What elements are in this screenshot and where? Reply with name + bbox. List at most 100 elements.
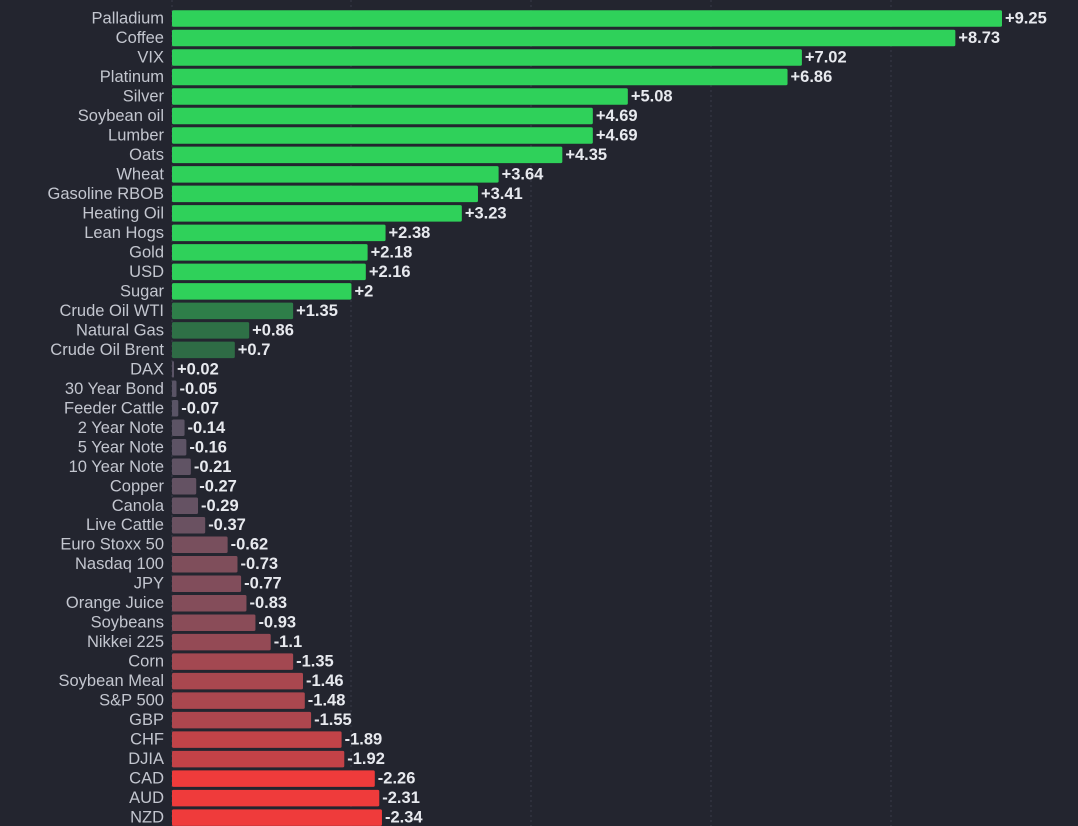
value-label: +3.64 <box>502 165 545 183</box>
category-label: Nasdaq 100 <box>75 555 164 573</box>
category-label: CAD <box>129 770 164 788</box>
value-label: -2.34 <box>385 809 423 826</box>
bar-soybeans <box>172 614 256 631</box>
bar-corn <box>172 653 294 670</box>
bar-30-year-bond <box>172 380 177 398</box>
value-label: +2.38 <box>389 224 431 242</box>
value-label: -0.21 <box>194 458 232 476</box>
category-label: DAX <box>130 360 164 378</box>
category-label: Heating Oil <box>82 204 164 222</box>
value-label: -0.73 <box>241 555 279 573</box>
bar-nasdaq-100 <box>172 555 238 573</box>
value-label: -1.48 <box>308 692 346 710</box>
bar-feeder-cattle <box>172 400 179 417</box>
category-label: JPY <box>134 575 164 593</box>
value-label: +0.86 <box>252 321 294 339</box>
value-label: +1.35 <box>296 302 338 320</box>
bar-10-year-note <box>172 458 191 476</box>
value-label: +7.02 <box>805 48 847 66</box>
value-label: +4.69 <box>596 107 638 125</box>
value-label: -0.77 <box>244 575 282 593</box>
bar-cad <box>172 770 375 787</box>
category-label: GBP <box>129 711 164 729</box>
value-label: +6.86 <box>791 68 833 86</box>
value-label: +5.08 <box>631 87 673 105</box>
bar-silver <box>172 88 628 105</box>
value-label: -0.62 <box>231 536 269 554</box>
bar-soybean-oil <box>172 107 593 125</box>
bar-gasoline-rbob <box>172 185 478 203</box>
category-label: Lumber <box>108 126 164 144</box>
value-label: -0.14 <box>188 419 226 437</box>
category-label: Natural Gas <box>76 321 164 339</box>
category-label: Soybean Meal <box>59 672 165 690</box>
value-label: -0.05 <box>179 380 217 398</box>
category-label: Oats <box>129 146 164 164</box>
value-label: +3.41 <box>481 185 523 203</box>
category-label: NZD <box>130 809 164 826</box>
category-label: Sugar <box>120 282 165 300</box>
bar-coffee <box>172 29 956 47</box>
category-label: Silver <box>123 87 165 105</box>
category-label: Feeder Cattle <box>64 399 164 417</box>
bar-s-p-500 <box>172 692 305 709</box>
value-label: -1.89 <box>345 731 383 749</box>
value-label: -1.55 <box>314 711 352 729</box>
bar-vix <box>172 49 802 66</box>
category-label: Platinum <box>100 68 164 86</box>
bar-oats <box>172 146 563 164</box>
value-label: +0.02 <box>177 360 219 378</box>
category-label: Lean Hogs <box>84 224 164 242</box>
bar-lean-hogs <box>172 224 386 242</box>
bar-nzd <box>172 809 382 826</box>
category-label: 30 Year Bond <box>65 380 164 398</box>
bar-crude-oil-wti <box>172 302 294 320</box>
bar-dax <box>172 361 174 378</box>
value-label: -1.1 <box>274 633 302 651</box>
category-label: DJIA <box>128 750 164 768</box>
category-label: S&P 500 <box>99 692 164 710</box>
bar-euro-stoxx-50 <box>172 536 228 553</box>
category-label: 5 Year Note <box>78 438 164 456</box>
value-label: -0.27 <box>199 477 237 495</box>
value-label: -0.37 <box>208 516 246 534</box>
value-label: -1.46 <box>306 672 344 690</box>
value-label: +9.25 <box>1005 10 1047 28</box>
bar-2-year-note <box>172 419 185 437</box>
bar-sugar <box>172 283 352 300</box>
value-label: +2.18 <box>371 243 413 261</box>
category-label: AUD <box>129 789 164 807</box>
value-label: +4.69 <box>596 126 638 144</box>
category-label: Coffee <box>116 29 164 47</box>
category-label: Gasoline RBOB <box>48 185 164 203</box>
value-label: +4.35 <box>565 146 607 164</box>
bar-gold <box>172 244 368 261</box>
bar-orange-juice <box>172 594 247 612</box>
bar-palladium <box>172 10 1002 27</box>
value-label: -0.07 <box>181 399 219 417</box>
value-label: -0.16 <box>189 438 227 456</box>
category-label: Orange Juice <box>66 594 164 612</box>
value-label: +3.23 <box>465 204 507 222</box>
category-label: Corn <box>128 653 164 671</box>
bars <box>172 10 1002 826</box>
bar-djia <box>172 750 345 768</box>
bar-wheat <box>172 166 499 183</box>
category-label: Soybean oil <box>78 107 164 125</box>
bar-5-year-note <box>172 439 187 456</box>
bar-live-cattle <box>172 516 206 534</box>
value-label: +2 <box>354 282 373 300</box>
value-label: -1.92 <box>347 750 385 768</box>
value-label: +2.16 <box>369 263 411 281</box>
bar-nikkei-225 <box>172 633 271 651</box>
category-label: USD <box>129 263 164 281</box>
category-label: Crude Oil Brent <box>50 341 164 359</box>
category-label: CHF <box>130 731 164 749</box>
bar-heating-oil <box>172 205 462 222</box>
bar-natural-gas <box>172 322 250 339</box>
value-label: +0.7 <box>238 341 271 359</box>
value-label: -2.26 <box>378 770 416 788</box>
bar-platinum <box>172 68 788 86</box>
bar-canola <box>172 497 199 514</box>
